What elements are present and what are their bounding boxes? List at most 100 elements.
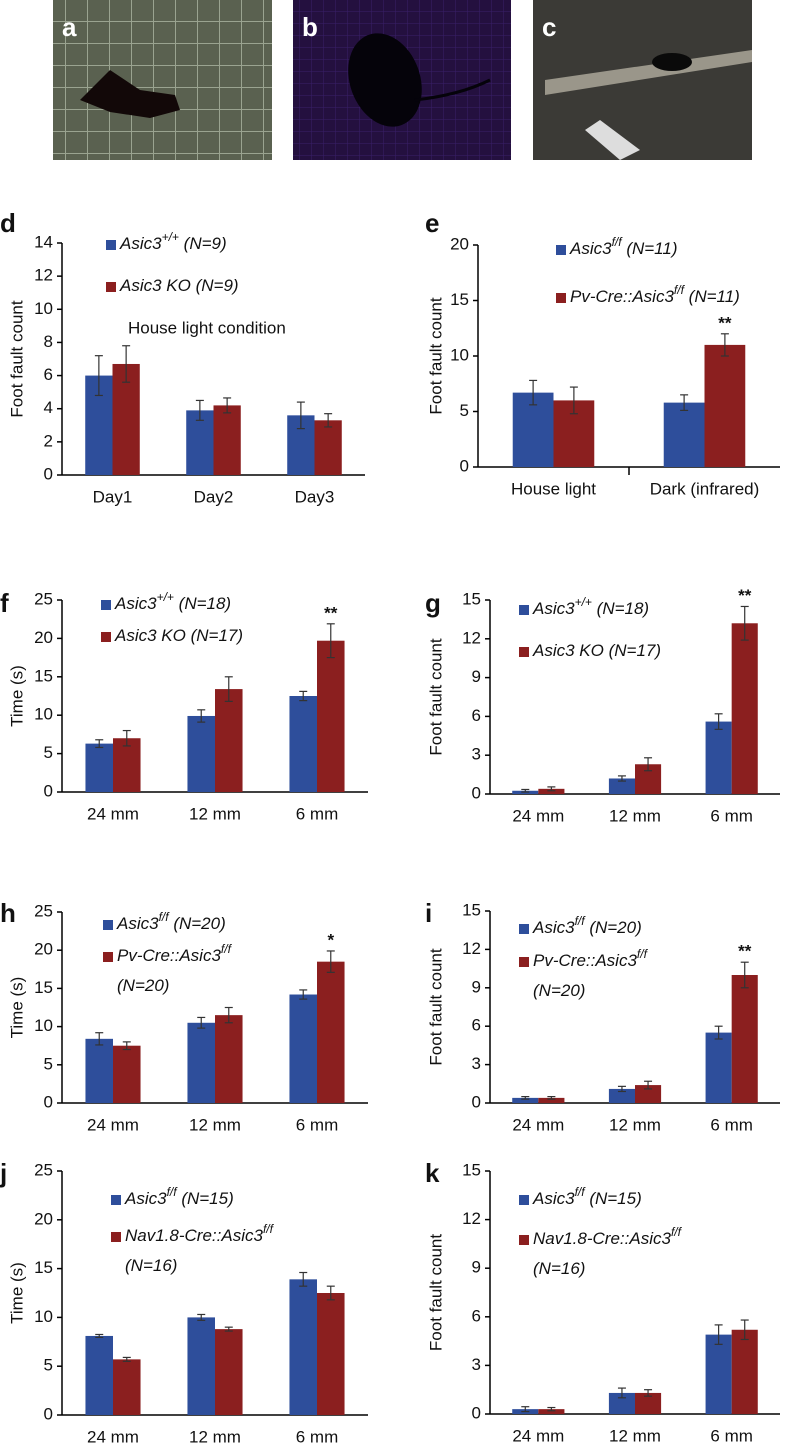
x-tick-label: 6 mm bbox=[296, 804, 339, 823]
bar bbox=[635, 1085, 662, 1103]
bar bbox=[705, 1032, 732, 1103]
legend-swatch bbox=[519, 1235, 529, 1245]
x-tick-label: 24 mm bbox=[87, 1427, 139, 1446]
error-bar bbox=[324, 413, 333, 428]
bar bbox=[113, 1045, 141, 1103]
significance: ** bbox=[738, 586, 752, 605]
legend-swatch bbox=[519, 957, 529, 967]
bar bbox=[289, 696, 317, 792]
x-tick-label: 12 mm bbox=[609, 1115, 661, 1134]
bar bbox=[215, 689, 243, 792]
error-bar bbox=[224, 1326, 233, 1332]
y-tick-label: 12 bbox=[462, 628, 481, 647]
y-tick-label: 4 bbox=[44, 398, 53, 417]
y-tick-label: 6 bbox=[472, 706, 481, 725]
bar bbox=[705, 721, 732, 794]
legend-label: Asic3+/+ (N=18) bbox=[532, 595, 649, 618]
y-tick-label: 15 bbox=[34, 978, 53, 997]
y-tick-label: 3 bbox=[472, 1355, 481, 1374]
x-tick-label: 6 mm bbox=[296, 1427, 339, 1446]
legend-swatch bbox=[519, 605, 529, 615]
bar bbox=[317, 640, 345, 792]
bar bbox=[608, 778, 635, 794]
legend-label: Asic3+/+ (N=9) bbox=[119, 230, 227, 253]
legend-swatch bbox=[101, 600, 111, 610]
y-tick-label: 5 bbox=[44, 743, 53, 762]
legend-swatch bbox=[106, 282, 116, 292]
y-tick-label: 25 bbox=[34, 901, 53, 920]
bar bbox=[289, 1279, 317, 1415]
bar bbox=[538, 1097, 565, 1103]
y-tick-label: 2 bbox=[44, 431, 53, 450]
legend-label: Asic3f/f (N=15) bbox=[124, 1185, 234, 1208]
y-tick-label: 20 bbox=[34, 628, 53, 647]
error-bar bbox=[720, 333, 729, 357]
x-tick-label: 6 mm bbox=[710, 806, 753, 825]
panel-label: j bbox=[0, 1158, 7, 1188]
legend-label: Asic3f/f (N=11) bbox=[569, 235, 678, 258]
error-bar bbox=[94, 355, 103, 397]
panel-label: f bbox=[0, 588, 9, 618]
y-tick-label: 20 bbox=[450, 234, 469, 253]
error-bar bbox=[95, 1333, 104, 1339]
y-tick-label: 6 bbox=[472, 1306, 481, 1325]
error-bar bbox=[617, 775, 626, 782]
y-tick-label: 0 bbox=[472, 1403, 481, 1422]
x-tick-label: 12 mm bbox=[609, 1426, 661, 1445]
error-bar bbox=[299, 1271, 308, 1287]
error-bar bbox=[521, 1095, 530, 1100]
error-bar bbox=[296, 401, 305, 430]
y-axis-label: Foot fault count bbox=[426, 1234, 445, 1351]
x-tick-label: 6 mm bbox=[710, 1426, 753, 1445]
bar bbox=[186, 410, 214, 475]
error-bar bbox=[326, 950, 335, 973]
error-bar bbox=[326, 623, 335, 659]
error-bar bbox=[529, 379, 538, 406]
legend-label: Asic3f/f (N=20) bbox=[116, 910, 226, 933]
bar bbox=[187, 1022, 215, 1103]
error-bar bbox=[122, 1041, 131, 1051]
legend-label: Nav1.8-Cre::Asic3f/f (N=16) bbox=[533, 1225, 686, 1278]
y-tick-label: 25 bbox=[34, 1160, 53, 1179]
error-bar bbox=[617, 1387, 626, 1399]
bar bbox=[85, 1038, 113, 1103]
error-bar bbox=[197, 709, 206, 723]
bar bbox=[663, 402, 705, 467]
x-tick-label: Day2 bbox=[194, 487, 234, 506]
y-axis-label: Time (s) bbox=[7, 1262, 26, 1324]
significance: ** bbox=[718, 313, 732, 332]
x-tick-label: 24 mm bbox=[512, 1426, 564, 1445]
x-tick-label: 24 mm bbox=[512, 1115, 564, 1134]
error-bar bbox=[224, 1006, 233, 1024]
panel-label: h bbox=[0, 898, 16, 928]
error-bar bbox=[644, 757, 653, 772]
x-tick-label: 24 mm bbox=[512, 806, 564, 825]
bar bbox=[187, 715, 215, 792]
legend-swatch bbox=[111, 1195, 121, 1205]
y-tick-label: 15 bbox=[462, 900, 481, 919]
y-tick-label: 14 bbox=[34, 232, 53, 251]
photo-a bbox=[53, 0, 272, 160]
y-tick-label: 10 bbox=[34, 1016, 53, 1035]
bar bbox=[705, 1334, 732, 1414]
y-tick-label: 8 bbox=[44, 332, 53, 351]
y-tick-label: 0 bbox=[44, 781, 53, 800]
error-bar bbox=[122, 729, 131, 747]
x-tick-label: 12 mm bbox=[609, 806, 661, 825]
y-tick-label: 0 bbox=[44, 1092, 53, 1111]
y-tick-label: 15 bbox=[450, 290, 469, 309]
panel-label: i bbox=[425, 898, 432, 928]
error-bar bbox=[95, 1032, 104, 1046]
bar bbox=[608, 1088, 635, 1103]
error-bar bbox=[197, 1313, 206, 1321]
error-bar bbox=[644, 1080, 653, 1090]
y-tick-label: 20 bbox=[34, 940, 53, 959]
legend-swatch bbox=[101, 632, 111, 642]
x-tick-label: 24 mm bbox=[87, 1115, 139, 1134]
y-tick-label: 10 bbox=[34, 299, 53, 318]
error-bar bbox=[569, 386, 578, 415]
x-tick-label: Day3 bbox=[295, 487, 335, 506]
bar bbox=[317, 961, 345, 1103]
bar bbox=[538, 1409, 565, 1414]
bar bbox=[317, 1293, 345, 1415]
